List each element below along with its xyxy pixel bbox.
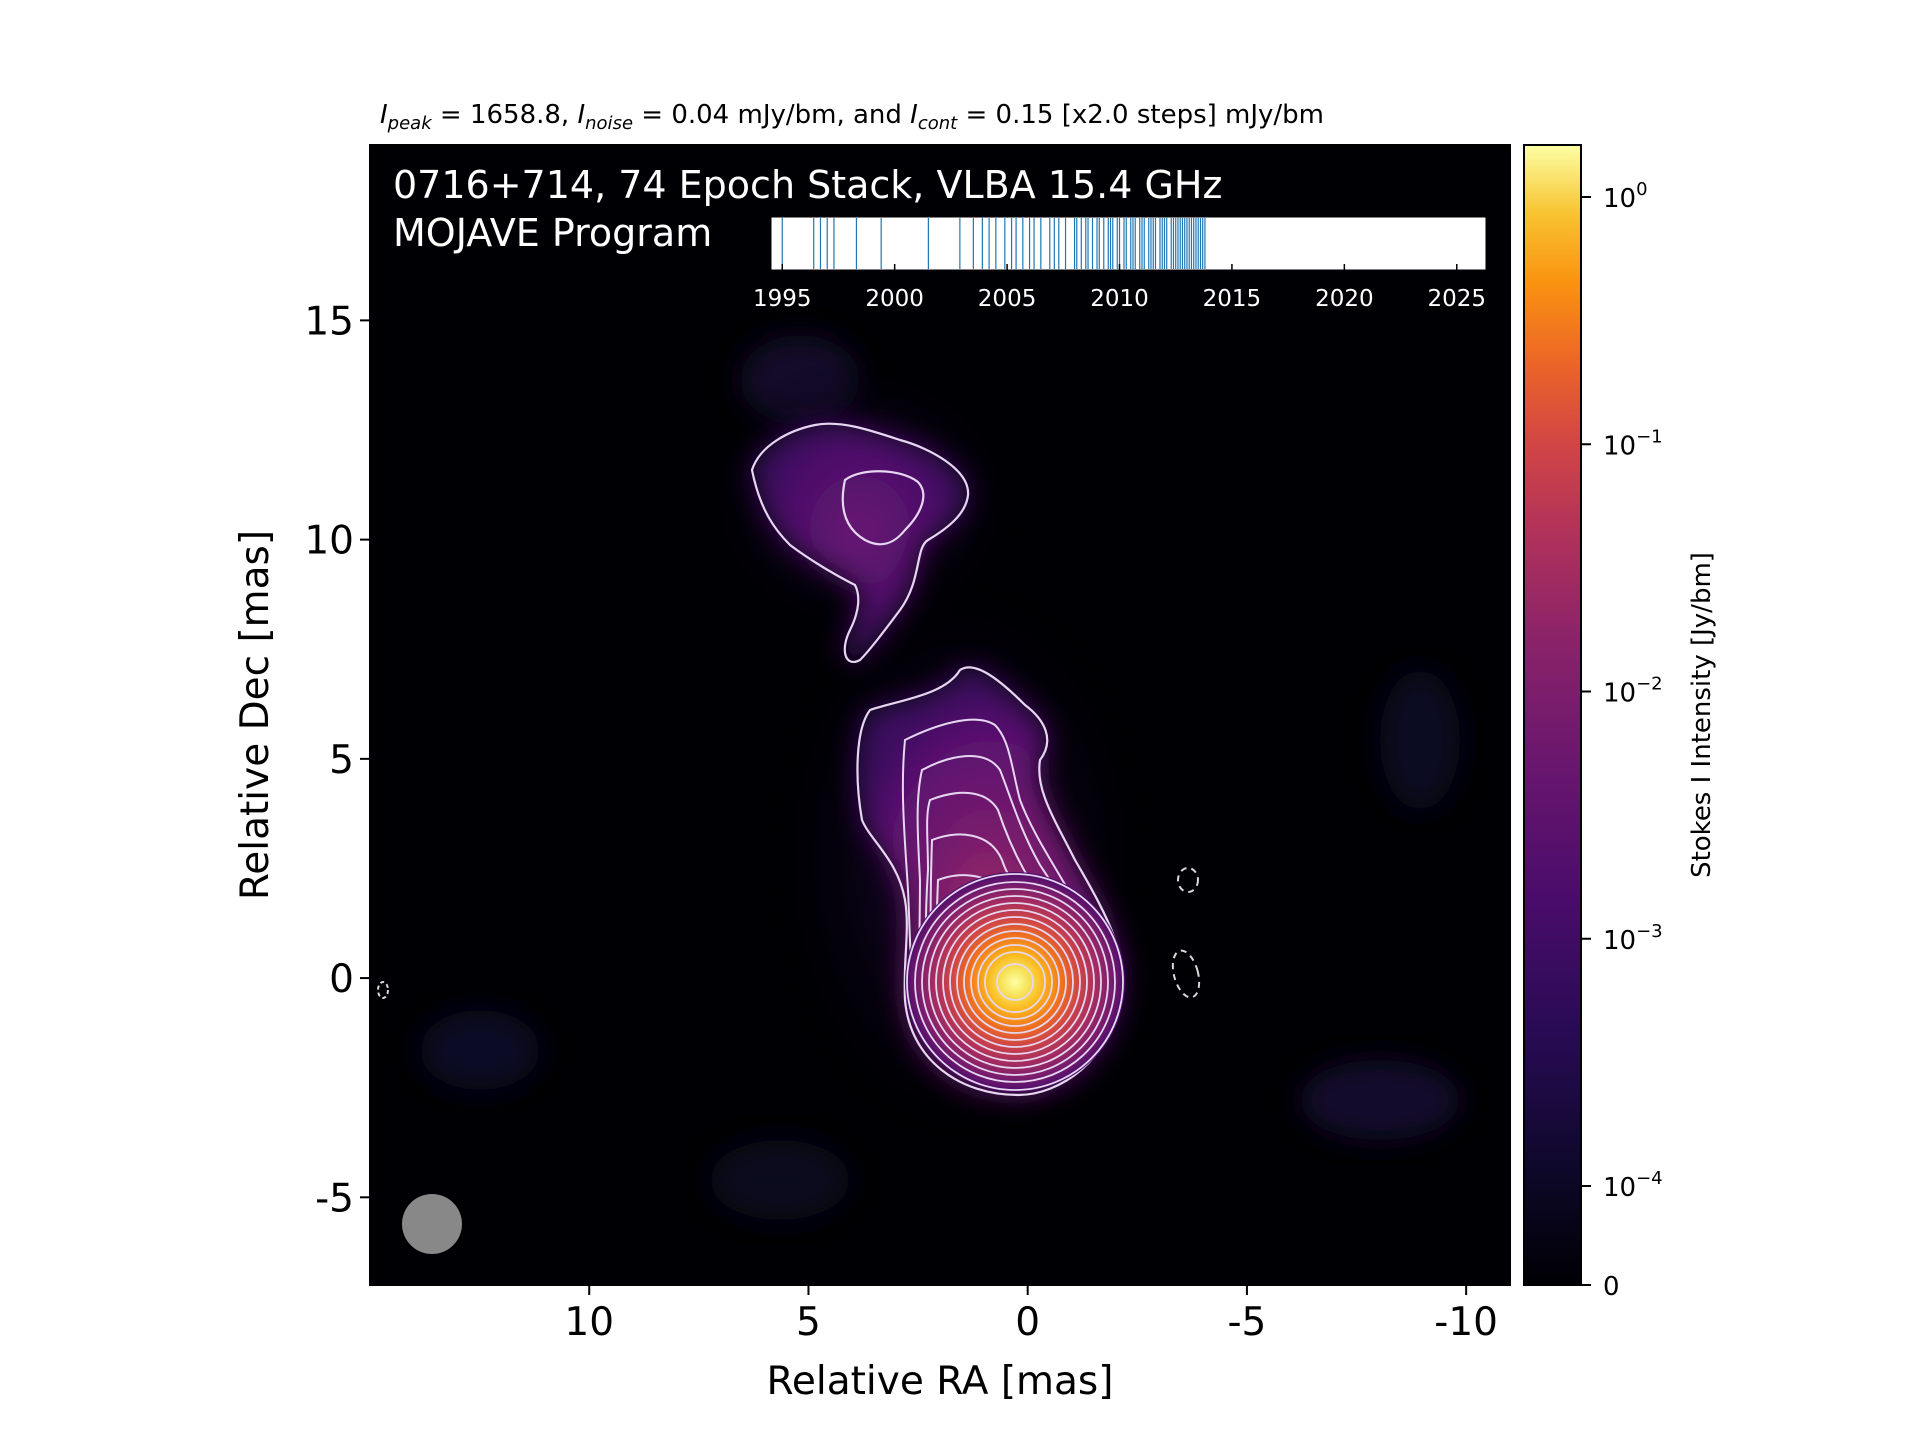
x-tick-label: 5: [796, 1300, 821, 1345]
overlay-line1: 0716+714, 74 Epoch Stack, VLBA 15.4 GHz: [393, 163, 1222, 207]
colorbar-tick-exponent: 0: [1636, 179, 1647, 200]
peak-symbol: I: [380, 100, 388, 130]
cont-subscript: cont: [917, 113, 958, 135]
colorbar-tick-label: 100: [1603, 179, 1648, 214]
y-tick-label: 5: [329, 738, 354, 783]
y-tick-label: 15: [304, 299, 354, 344]
cont-value: = 0.15 [x2.0 steps] mJy/bm: [957, 100, 1324, 130]
colorbar-tick-base: 10: [1603, 184, 1636, 214]
core-contour-6: [942, 909, 1088, 1055]
overlay-line2: MOJAVE Program: [393, 211, 712, 255]
colorbar-tick-base: 0: [1603, 1272, 1620, 1302]
noise-value: = 0.04 mJy/bm, and: [633, 100, 911, 130]
north-contour-inner: [841, 470, 925, 546]
colorbar-tick-exponent: −3: [1636, 921, 1663, 942]
negative-contour-3: [377, 981, 389, 999]
core-contour-9: [963, 930, 1067, 1034]
colorbar-tick-base: 10: [1603, 679, 1636, 709]
colorbar-tick-base: 10: [1603, 926, 1636, 956]
intensity-map: [370, 145, 1510, 1285]
timeline-tick-label: 2005: [978, 286, 1037, 312]
cont-symbol: I: [910, 100, 918, 130]
timeline-ticks: 1995 2000 2005 2010 2015 2020 2025: [753, 264, 1486, 312]
epoch-lines: [781, 218, 1206, 269]
negative-contour-2: [1171, 949, 1201, 999]
timeline-tick-label: 2020: [1315, 286, 1374, 312]
map-frame: [369, 144, 1511, 1286]
timeline-tick-label: 2025: [1427, 286, 1486, 312]
core-contour-13: [996, 963, 1034, 1001]
peak-value: = 1658.8,: [431, 100, 578, 130]
north-component: [750, 422, 970, 663]
core-contour-10: [970, 937, 1060, 1027]
core-contour-3: [921, 888, 1109, 1076]
colorbar-tick-label: 10−1: [1603, 426, 1663, 461]
header-stats: Ipeak = 1658.8, Inoise = 0.04 mJy/bm, an…: [380, 100, 1480, 134]
epoch-timeline: 1995 2000 2005 2010 2015 2020 2025: [753, 216, 1487, 312]
y-axis-ticks: -5 0 5 10 15: [304, 299, 370, 1221]
core-contour-4: [928, 895, 1102, 1069]
colorbar-tick-label: 10−4: [1603, 1168, 1663, 1203]
colorbar-tick-label: 0: [1603, 1272, 1620, 1302]
x-tick-label: -10: [1434, 1300, 1498, 1345]
x-tick-label: -5: [1227, 1300, 1266, 1345]
colorbar-gradient: [1523, 144, 1582, 1286]
north-contour-outer: [750, 422, 970, 663]
colorbar-tick-exponent: −4: [1636, 1168, 1663, 1189]
y-tick-label: 0: [329, 957, 354, 1002]
timeline-tick-label: 2015: [1203, 286, 1262, 312]
core-glow: [905, 872, 1125, 1092]
colorbar-tick-exponent: −2: [1636, 674, 1663, 695]
x-axis-ticks: 10 5 0 -5 -10: [564, 1285, 1498, 1345]
colorbar-tick-label: 10−2: [1603, 674, 1663, 709]
colorbar-tick-exponent: −1: [1636, 426, 1663, 447]
beam-ellipse: [402, 1194, 462, 1254]
core-contour-7: [949, 916, 1081, 1048]
x-tick-label: 10: [564, 1300, 614, 1345]
colorbar-label: Stokes I Intensity [Jy/bm]: [1687, 552, 1717, 878]
core-contour-12: [984, 951, 1046, 1013]
timeline-box: [770, 216, 1487, 271]
timeline-tick-label: 1995: [753, 286, 812, 312]
core-contour-1: [906, 873, 1124, 1091]
noise-symbol: I: [577, 100, 586, 130]
noise-subscript: noise: [585, 113, 634, 135]
core-contour-5: [935, 902, 1095, 1062]
core-component: [905, 872, 1125, 1092]
colorbar-tick-label: 10−3: [1603, 921, 1663, 956]
x-tick-label: 0: [1015, 1300, 1040, 1345]
x-axis-label: Relative RA [mas]: [767, 1359, 1114, 1404]
core-contour-2: [914, 881, 1116, 1083]
timeline-tick-label: 2010: [1090, 286, 1149, 312]
core-contour-11: [977, 944, 1053, 1020]
colorbar-tick-base: 10: [1603, 1173, 1636, 1203]
peak-subscript: peak: [387, 113, 432, 135]
y-tick-label: -5: [315, 1176, 354, 1221]
y-axis-label: Relative Dec [mas]: [233, 530, 278, 900]
timeline-tick-label: 2000: [865, 286, 924, 312]
y-tick-label: 10: [304, 519, 354, 564]
negative-contour-1: [1177, 867, 1199, 893]
colorbar-tick-base: 10: [1603, 431, 1636, 461]
core-contour-8: [956, 923, 1074, 1041]
